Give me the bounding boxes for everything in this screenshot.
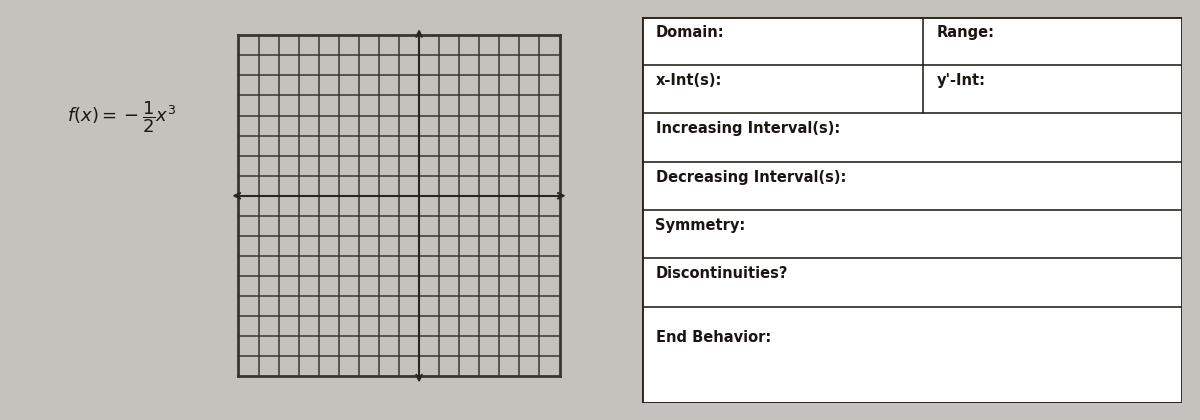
Text: Symmetry:: Symmetry: [655,218,745,233]
Text: Decreasing Interval(s):: Decreasing Interval(s): [655,170,846,185]
Text: x-Int(s):: x-Int(s): [655,73,722,88]
Text: $f(x) = -\dfrac{1}{2}x^3$: $f(x) = -\dfrac{1}{2}x^3$ [67,100,176,135]
Text: Increasing Interval(s):: Increasing Interval(s): [655,121,840,136]
Text: End Behavior:: End Behavior: [655,330,770,345]
Text: y'-Int:: y'-Int: [936,73,985,88]
Text: Discontinuities?: Discontinuities? [655,266,788,281]
Text: Range:: Range: [936,25,995,40]
Text: Domain:: Domain: [655,25,724,40]
